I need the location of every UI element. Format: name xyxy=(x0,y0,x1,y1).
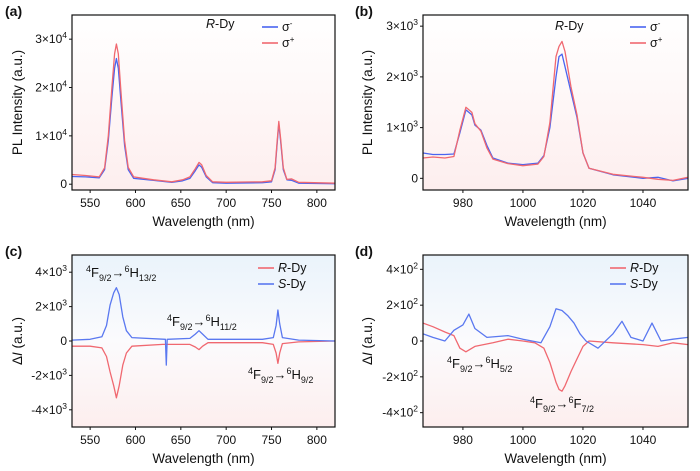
y-tick-label: 4×102 xyxy=(386,260,418,276)
series-line-rminusdy xyxy=(72,340,335,399)
transition-annotation: 4F9/2→6H13/2 xyxy=(86,264,156,283)
x-tick-label: 600 xyxy=(125,433,145,447)
series-line-plus xyxy=(72,43,335,184)
legend-label: σ+ xyxy=(282,35,295,50)
panel-label: (c) xyxy=(5,243,22,259)
x-tick-label: 1040 xyxy=(630,196,657,210)
x-tick-label: 980 xyxy=(453,196,473,210)
panel-label: (a) xyxy=(5,3,22,19)
plot-area xyxy=(423,15,688,190)
y-tick-label: 0 xyxy=(411,334,418,348)
x-tick-label: 1040 xyxy=(630,433,657,447)
series-line-sminusdy xyxy=(423,308,688,349)
x-tick-label: 750 xyxy=(262,433,282,447)
x-tick-label: 700 xyxy=(216,433,236,447)
legend: R-Dy S-Dy xyxy=(258,261,307,291)
panel-b: 980 1000 1020 1040 0 1×103 2×103 3×103 Wavelengt… xyxy=(355,3,689,229)
y-axis-label: PL Intensity (a.u.) xyxy=(10,50,25,155)
legend: R-Dy S-Dy xyxy=(610,261,659,291)
axes-frame xyxy=(71,14,336,191)
legend-label: R-Dy xyxy=(278,261,307,275)
plot-area xyxy=(423,255,688,427)
series-line-rminusdy xyxy=(423,322,688,392)
panel-c: 550 600 650 700 750 800 -4×103 -2×103 0 2×103 4×10… xyxy=(5,243,336,466)
legend: σ-σ+ xyxy=(630,19,663,50)
x-axis-label: Wavelength (nm) xyxy=(504,214,606,229)
y-tick-label: 1×104 xyxy=(35,127,67,143)
y-tick-label: -4×102 xyxy=(382,404,418,420)
transition-annotation: 4F9/2→6H9/2 xyxy=(248,366,313,385)
series-line-plus xyxy=(423,40,688,182)
legend-label: S-Dy xyxy=(278,277,307,291)
y-tick-label: 3×103 xyxy=(386,17,418,33)
y-axis-label: ΔI (a.u.) xyxy=(10,317,25,365)
plot-area xyxy=(72,255,335,427)
x-axis-label: Wavelength (nm) xyxy=(152,451,254,466)
x-tick-label: 1020 xyxy=(570,196,597,210)
transition-annotation: 4F9/2→6H5/2 xyxy=(447,355,512,374)
legend-label: S-Dy xyxy=(630,277,659,291)
panel-label: (b) xyxy=(355,3,373,19)
x-tick-label: 700 xyxy=(216,196,236,210)
y-tick-label: 0 xyxy=(60,334,67,348)
x-tick-label: 550 xyxy=(80,196,100,210)
y-tick-label: 0 xyxy=(411,171,418,185)
plot-title: R-Dy xyxy=(555,19,584,33)
series-line-sminusdy xyxy=(72,287,335,366)
x-tick-label: 650 xyxy=(171,433,191,447)
transition-annotation: 4F9/2→6F7/2 xyxy=(530,395,594,414)
x-tick-label: 750 xyxy=(262,196,282,210)
panel-d: 980 1000 1020 1040 -4×102 -2×102 0 2×102 4×102 Wa… xyxy=(355,243,689,466)
legend: σ-σ+ xyxy=(262,19,295,50)
x-tick-label: 1000 xyxy=(510,196,537,210)
y-tick-label: -4×103 xyxy=(31,401,67,417)
transition-annotation: 4F9/2→6H11/2 xyxy=(167,313,237,332)
x-axis-label: Wavelength (nm) xyxy=(504,451,606,466)
axes-frame xyxy=(422,14,689,191)
panel-label: (d) xyxy=(355,243,373,259)
panel-a: 550 600 650 700 750 800 0 1×104 2×104 3×104 Wavele… xyxy=(5,3,336,229)
x-tick-label: 1000 xyxy=(510,433,537,447)
y-tick-label: 2×102 xyxy=(386,296,418,312)
y-tick-label: 0 xyxy=(60,177,67,191)
x-tick-label: 980 xyxy=(453,433,473,447)
y-tick-label: 4×103 xyxy=(35,263,67,279)
legend-label: σ- xyxy=(282,19,293,34)
x-tick-label: 550 xyxy=(80,433,100,447)
x-tick-label: 600 xyxy=(125,196,145,210)
y-tick-label: -2×102 xyxy=(382,368,418,384)
x-tick-label: 800 xyxy=(307,433,327,447)
y-axis-label: ΔI (a.u.) xyxy=(360,317,375,365)
legend-label: σ- xyxy=(650,19,661,34)
y-axis-label: PL Intensity (a.u.) xyxy=(360,50,375,155)
plot-title: R-Dy xyxy=(206,17,235,31)
y-tick-label: 2×104 xyxy=(35,79,67,95)
y-tick-label: 3×104 xyxy=(35,30,67,46)
y-tick-label: 2×103 xyxy=(386,68,418,84)
x-axis-label: Wavelength (nm) xyxy=(152,214,254,229)
y-tick-label: 2×103 xyxy=(35,298,67,314)
y-tick-label: 1×103 xyxy=(386,119,418,135)
x-tick-label: 650 xyxy=(171,196,191,210)
x-tick-label: 1020 xyxy=(570,433,597,447)
legend-label: σ+ xyxy=(650,35,663,50)
y-tick-label: -2×103 xyxy=(31,366,67,382)
legend-label: R-Dy xyxy=(630,261,659,275)
x-tick-label: 800 xyxy=(307,196,327,210)
